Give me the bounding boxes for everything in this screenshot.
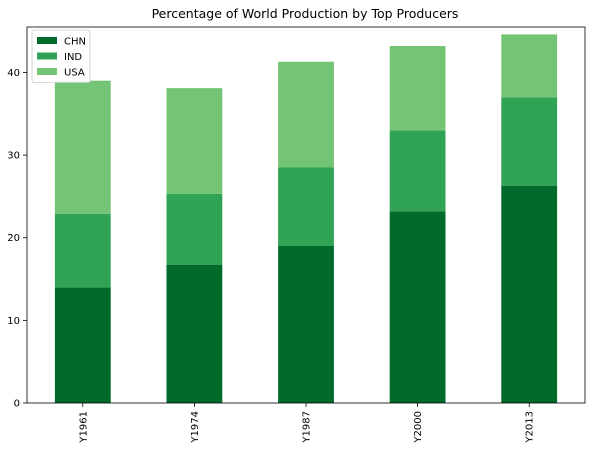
x-tick-label: Y1974 [190, 411, 201, 444]
bar-chn-y1974 [166, 265, 223, 403]
chart-title: Percentage of World Production by Top Pr… [152, 6, 459, 21]
y-tick-label: 40 [7, 68, 20, 79]
bar-usa-y1974 [166, 88, 223, 194]
legend-swatch-chn [37, 37, 57, 44]
bar-chn-y2000 [389, 211, 446, 403]
bar-ind-y1974 [166, 193, 223, 265]
axes-layer: 0 10 20 30 40 Y1961 Y1974 Y1987 Y2000 Y2013 [7, 26, 586, 444]
bar-usa-y2000 [389, 46, 446, 131]
legend-swatch-ind [37, 52, 57, 60]
bar-chn-y1987 [278, 245, 334, 403]
y-tick-label: 20 [7, 233, 20, 244]
x-tick-label: Y1987 [302, 411, 313, 444]
bar-chn-y2013 [501, 185, 558, 403]
legend-swatch-usa [37, 68, 57, 75]
x-tick-label: Y2013 [525, 411, 536, 444]
x-tick-label: Y1961 [78, 411, 89, 444]
legend-label-chn: CHN [64, 37, 86, 48]
legend-label-ind: IND [64, 52, 82, 63]
bar-usa-y1961 [54, 80, 111, 214]
bar-usa-y2013 [501, 34, 558, 98]
bar-ind-y1961 [54, 213, 111, 288]
bar-ind-y2000 [389, 130, 446, 212]
x-tick-label: Y2000 [413, 411, 424, 444]
bar-usa-y1987 [278, 61, 334, 168]
y-tick-label: 0 [14, 399, 20, 410]
bars-layer [54, 34, 558, 403]
y-tick-label: 10 [7, 316, 20, 327]
bar-ind-y1987 [278, 167, 334, 246]
legend-label-usa: USA [64, 68, 85, 79]
bar-chn-y1961 [54, 287, 111, 403]
legend: CHN IND USA [31, 29, 91, 83]
y-tick-label: 30 [7, 151, 20, 162]
bar-ind-y2013 [501, 97, 558, 186]
